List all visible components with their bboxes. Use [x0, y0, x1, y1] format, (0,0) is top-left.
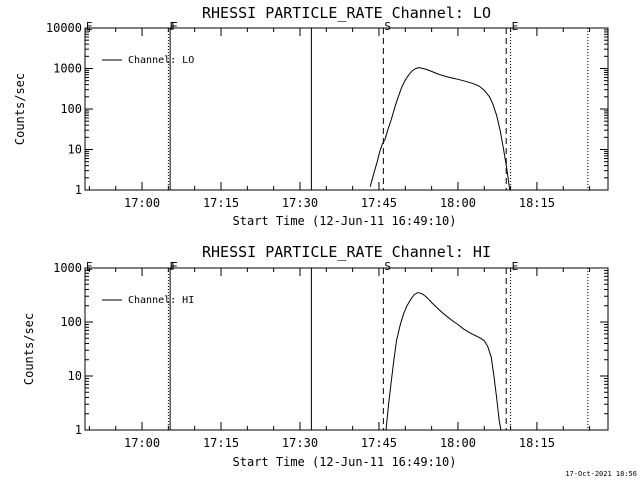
y-tick-label: 1000	[53, 261, 82, 275]
y-axis-label: Counts/sec	[22, 313, 36, 385]
chart-title: RHESSI PARTICLE_RATE Channel: HI	[202, 243, 491, 261]
plot-frame	[84, 27, 609, 191]
x-tick-label: 17:45	[361, 196, 397, 210]
x-tick-label: 18:00	[440, 436, 476, 450]
legend-label: Channel: HI	[128, 295, 194, 306]
x-tick-label: 17:45	[361, 436, 397, 450]
x-tick-label: 17:00	[124, 196, 160, 210]
event-marker-label: E	[86, 20, 93, 33]
y-tick-label: 100	[60, 102, 82, 116]
y-tick-label: 10	[68, 369, 82, 383]
event-marker-label: E	[86, 260, 93, 273]
x-axis-label: Start Time (12-Jun-11 16:49:10)	[233, 214, 457, 228]
event-marker-label: F	[171, 20, 178, 33]
y-tick-label: 1	[75, 183, 82, 197]
event-marker-label: E	[512, 20, 519, 33]
chart-title: RHESSI PARTICLE_RATE Channel: LO	[202, 4, 491, 22]
event-marker-label: F	[171, 260, 178, 273]
y-tick-label: 100	[60, 315, 82, 329]
series-line-lo	[369, 67, 511, 191]
y-tick-label: 10	[68, 143, 82, 157]
event-marker-label: F	[169, 260, 176, 273]
x-tick-label: 17:15	[203, 196, 239, 210]
x-axis-label: Start Time (12-Jun-11 16:49:10)	[233, 455, 457, 469]
legend-label: Channel: LO	[128, 55, 194, 66]
x-tick-label: 17:30	[282, 436, 318, 450]
y-tick-label: 1000	[53, 62, 82, 76]
event-marker-label: S	[384, 20, 391, 33]
hi-channel-panel: RHESSI PARTICLE_RATE Channel: HI 1 10 100 10…	[22, 243, 609, 469]
lo-channel-panel: RHESSI PARTICLE_RATE Channel: LO 1 10 100 10…	[13, 4, 609, 228]
x-tick-label: 17:15	[203, 436, 239, 450]
y-axis-label: Counts/sec	[13, 73, 27, 145]
x-tick-label: 17:00	[124, 436, 160, 450]
series-line-hi	[385, 292, 502, 431]
event-marker-label: S	[384, 260, 391, 273]
y-tick-label: 10000	[46, 21, 82, 35]
x-tick-label: 18:15	[519, 436, 555, 450]
plot-frame	[84, 267, 609, 431]
generation-timestamp: 17-Oct-2021 18:56	[565, 470, 637, 478]
x-tick-label: 18:15	[519, 196, 555, 210]
event-marker-label: E	[512, 260, 519, 273]
x-tick-label: 18:00	[440, 196, 476, 210]
event-marker-label: F	[169, 20, 176, 33]
y-tick-label: 1	[75, 423, 82, 437]
x-tick-label: 17:30	[282, 196, 318, 210]
